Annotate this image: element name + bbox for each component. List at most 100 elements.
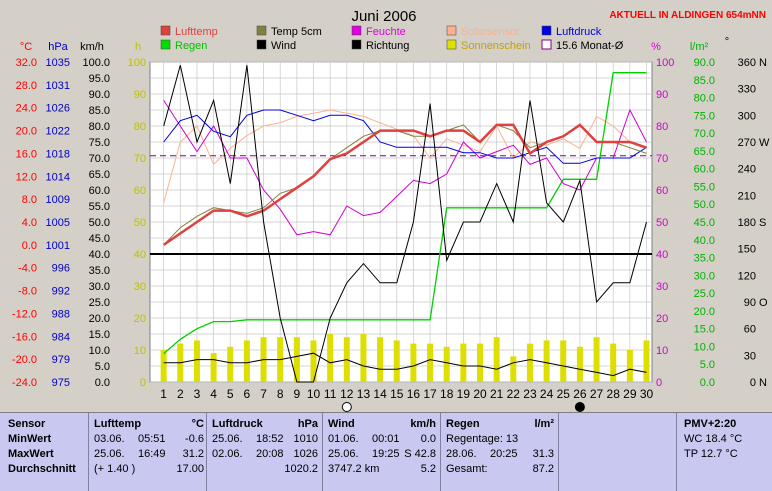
day-tick: 13	[357, 387, 371, 401]
humidity-tick: 10	[656, 345, 668, 357]
sunshine-bar	[243, 340, 250, 382]
pressure-tick: 996	[52, 263, 70, 275]
day-tick: 11	[324, 387, 337, 401]
wind-tick: 20.0	[89, 313, 110, 325]
wind-max-date: 25.06.	[328, 448, 359, 460]
temp-unit: °C	[20, 41, 32, 53]
sun-tick: 40	[134, 249, 146, 261]
legend-label: Wind	[271, 40, 296, 52]
sun-tick: 30	[134, 281, 146, 293]
sun-tick: 100	[128, 57, 146, 69]
regen-total-label: Gesamt:	[446, 463, 488, 475]
day-tick: 16	[407, 387, 421, 401]
rain-tick: 20.0	[694, 306, 715, 318]
day-tick: 14	[373, 387, 387, 401]
wind-distance: 3747.2 km	[328, 463, 380, 475]
pressure-tick: 1009	[46, 194, 70, 206]
wind-column: Wind km/h 01.06. 00:01 0.0 25.06. 19:25 S 42.…	[328, 417, 436, 477]
direction-tick: 330	[738, 84, 756, 96]
luftdruck-unit: hPa	[297, 418, 318, 430]
sun-tick: 50	[134, 217, 146, 229]
sunshine-bar	[593, 337, 600, 382]
rain-tick: 45.0	[694, 217, 715, 229]
sunshine-bar	[210, 353, 217, 382]
chart-title: Juni 2006	[351, 8, 416, 25]
direction-tick: 60	[744, 324, 756, 336]
pressure-tick: 1035	[46, 57, 70, 69]
rain-tick: 60.0	[694, 164, 715, 176]
day-tick: 1	[160, 387, 167, 401]
rain-unit: l/m²	[690, 41, 709, 53]
series-solarsensor-line	[163, 109, 647, 203]
temp-tick: 28.0	[16, 80, 37, 92]
windchill-value: WC 18.4 °C	[684, 433, 743, 445]
sun-tick: 70	[134, 153, 146, 165]
direction-tick: 240	[738, 164, 756, 176]
wind-tick: 50.0	[89, 217, 110, 229]
legend-label: Richtung	[366, 40, 409, 52]
wind-min-time: 00:01	[372, 433, 400, 445]
humidity-tick: 0	[656, 377, 662, 389]
sunshine-bar	[510, 356, 517, 382]
sunshine-bar	[310, 340, 317, 382]
wind-title: Wind	[328, 418, 355, 430]
series-regen-line	[163, 72, 647, 355]
lufttemp-min-date: 03.06.	[94, 433, 125, 445]
day-tick: 9	[294, 387, 301, 401]
legend-item: 15.6 Monat-Ø	[541, 39, 624, 52]
wind-avg-value: 5.2	[420, 463, 436, 475]
luftdruck-avg-value: 1020.2	[284, 463, 318, 475]
wind-tick: 65.0	[89, 169, 110, 181]
wind-tick: 30.0	[89, 281, 110, 293]
statistics-panel: Sensor MinWert MaxWert Durchschnitt Luft…	[0, 412, 772, 491]
wind-min-date: 01.06.	[328, 433, 359, 445]
series-wind-line	[163, 65, 647, 383]
pressure-tick: 1022	[46, 126, 70, 138]
sunshine-bar	[393, 340, 400, 382]
luftdruck-min-value: 1010	[293, 433, 318, 445]
luftdruck-max-value: 1026	[293, 448, 318, 460]
rain-tick: 70.0	[694, 128, 715, 140]
sunshine-bar	[493, 337, 500, 382]
day-tick: 26	[573, 387, 587, 401]
dewpoint-value: TP 12.7 °C	[684, 448, 738, 460]
direction-label: N	[759, 57, 767, 69]
rain-tick: 10.0	[694, 341, 715, 353]
sunshine-bar	[293, 337, 300, 382]
wind-min-value: 0.0	[420, 433, 436, 445]
sunshine-bar	[160, 350, 167, 382]
rain-tick: 0.0	[700, 377, 715, 389]
rain-tick: 5.0	[700, 359, 715, 371]
regen-title: Regen	[446, 418, 480, 430]
sunshine-bar	[227, 346, 234, 382]
pressure-tick: 1001	[46, 240, 70, 252]
sunshine-bar	[526, 343, 533, 382]
regen-max-time: 20:25	[490, 448, 518, 460]
sunshine-bar	[560, 340, 567, 382]
legend-item: Feuchte	[351, 25, 406, 38]
wind-tick: 70.0	[89, 153, 110, 165]
legend-item: Regen	[160, 39, 207, 52]
rain-tick: 85.0	[694, 75, 715, 87]
legend-swatch	[256, 25, 267, 36]
rain-tick: 35.0	[694, 253, 715, 265]
luftdruck-max-date: 02.06.	[212, 448, 243, 460]
lufttemp-max-value: 31.2	[182, 448, 204, 460]
regen-unit: l/m²	[534, 418, 554, 430]
temp-tick: 16.0	[16, 148, 37, 160]
day-tick: 17	[423, 387, 437, 401]
wind-max-time: 19:25	[372, 448, 400, 460]
day-tick: 24	[540, 387, 554, 401]
regen-days: Regentage: 13	[446, 433, 519, 445]
day-tick: 6	[244, 387, 251, 401]
direction-unit: °	[725, 36, 729, 48]
direction-tick: 150	[738, 244, 756, 256]
lufttemp-column: Lufttemp °C 03.06. 05:51 -0.6 25.06. 16:49 31…	[94, 417, 204, 477]
pressure-tick: 1031	[46, 80, 70, 92]
temp-tick: 32.0	[16, 57, 37, 69]
direction-label: W	[759, 137, 770, 149]
day-tick: 19	[457, 387, 471, 401]
sunshine-bar	[543, 340, 550, 382]
pressure-tick: 1014	[46, 171, 70, 183]
pressure-tick: 984	[52, 331, 70, 343]
